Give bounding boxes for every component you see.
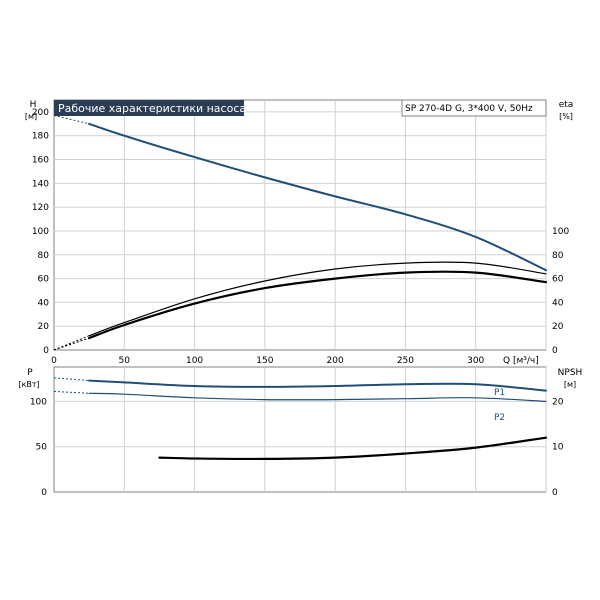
- p1-curve-extrapolation: [53, 377, 90, 382]
- y-tick-label-left: 80: [38, 251, 50, 261]
- y-tick-label-left: 20: [38, 322, 50, 332]
- y-tick-label-left: 200: [32, 108, 49, 118]
- y-tick-label-left: 100: [32, 227, 49, 237]
- y-tick-label-right: 10: [552, 443, 564, 453]
- y-tick-label-right: 80: [552, 251, 564, 261]
- y-axis-right-label: eta: [559, 100, 574, 110]
- upper-series-lines: [53, 114, 548, 351]
- y-tick-label-left: 100: [30, 397, 47, 407]
- y-tick-label-left: 50: [36, 443, 48, 453]
- y-axis-left-unit-power: [кВт]: [18, 380, 39, 389]
- y-tick-label-right: 100: [552, 227, 569, 237]
- head-efficiency-panel: 0 50 100 150 200 250 3000204060801001201401601…: [25, 99, 574, 366]
- y-tick-label-left: 40: [38, 298, 50, 308]
- p2-curve: [88, 392, 547, 402]
- lower-tick-labels: 0 50 100 0 10 20: [30, 397, 564, 498]
- y-tick-label-left: 180: [32, 132, 49, 142]
- x-tick-label: 50: [119, 356, 131, 366]
- y-tick-label-left: 0: [41, 488, 47, 498]
- y-tick-label-left: 140: [32, 179, 49, 189]
- x-tick-label: 0: [51, 356, 57, 366]
- x-axis-label: Q [м³/ч]: [503, 356, 539, 366]
- y-tick-label-right: 60: [552, 275, 564, 285]
- y-axis-left-label: H: [30, 100, 37, 110]
- lower-plot-area: [53, 366, 547, 493]
- y-tick-label-right: 40: [552, 298, 564, 308]
- y-tick-label-left: 60: [38, 275, 50, 285]
- y-axis-left-unit: [м]: [25, 112, 37, 121]
- p2-curve-extrapolation: [53, 390, 90, 394]
- chart-title: Рабочие характеристики насоса: [58, 102, 246, 115]
- series-label-p1: P1: [494, 388, 505, 398]
- x-tick-label: 150: [256, 356, 273, 366]
- y-tick-label-right: 0: [552, 488, 558, 498]
- y-tick-label-left: 120: [32, 203, 49, 213]
- model-label-box: [401, 99, 547, 117]
- y-tick-label-left: 0: [43, 346, 49, 356]
- x-tick-label: 250: [397, 356, 414, 366]
- y-tick-label-right: 20: [552, 397, 564, 407]
- y-tick-label-left: 160: [32, 156, 49, 166]
- series-label-p2: P2: [494, 413, 505, 423]
- upper-tick-labels: 0 50 100 150 200 250 3000204060801001201401601…: [32, 108, 570, 366]
- x-tick-label: 200: [327, 356, 344, 366]
- upper-plot-area: [53, 99, 547, 351]
- x-tick-label: 100: [186, 356, 203, 366]
- power-npsh-panel: 0 50 100 0 10 20 P [кВт] NPSH [м] P1 P2: [18, 366, 583, 498]
- y-axis-left-label-power: P: [27, 368, 33, 378]
- y-axis-right-label-npsh: NPSH: [558, 368, 583, 378]
- head-curve: [88, 122, 547, 272]
- npsh-curve: [158, 436, 548, 461]
- upper-grid: [54, 100, 547, 350]
- x-tick-label: 300: [467, 356, 484, 366]
- p1-curve: [88, 379, 547, 392]
- y-axis-right-unit-npsh: [м]: [564, 380, 576, 389]
- eta-curve-1: [88, 261, 547, 337]
- y-axis-right-unit: [%]: [559, 112, 573, 121]
- y-tick-label-right: 0: [552, 346, 558, 356]
- lower-series-lines: [53, 377, 548, 461]
- eta-curve-2: [88, 270, 548, 340]
- model-label: SP 270-4D G, 3*400 V, 50Hz: [405, 104, 533, 114]
- title-background: [54, 100, 244, 116]
- y-tick-label-right: 20: [552, 322, 564, 332]
- lower-grid: [54, 367, 547, 492]
